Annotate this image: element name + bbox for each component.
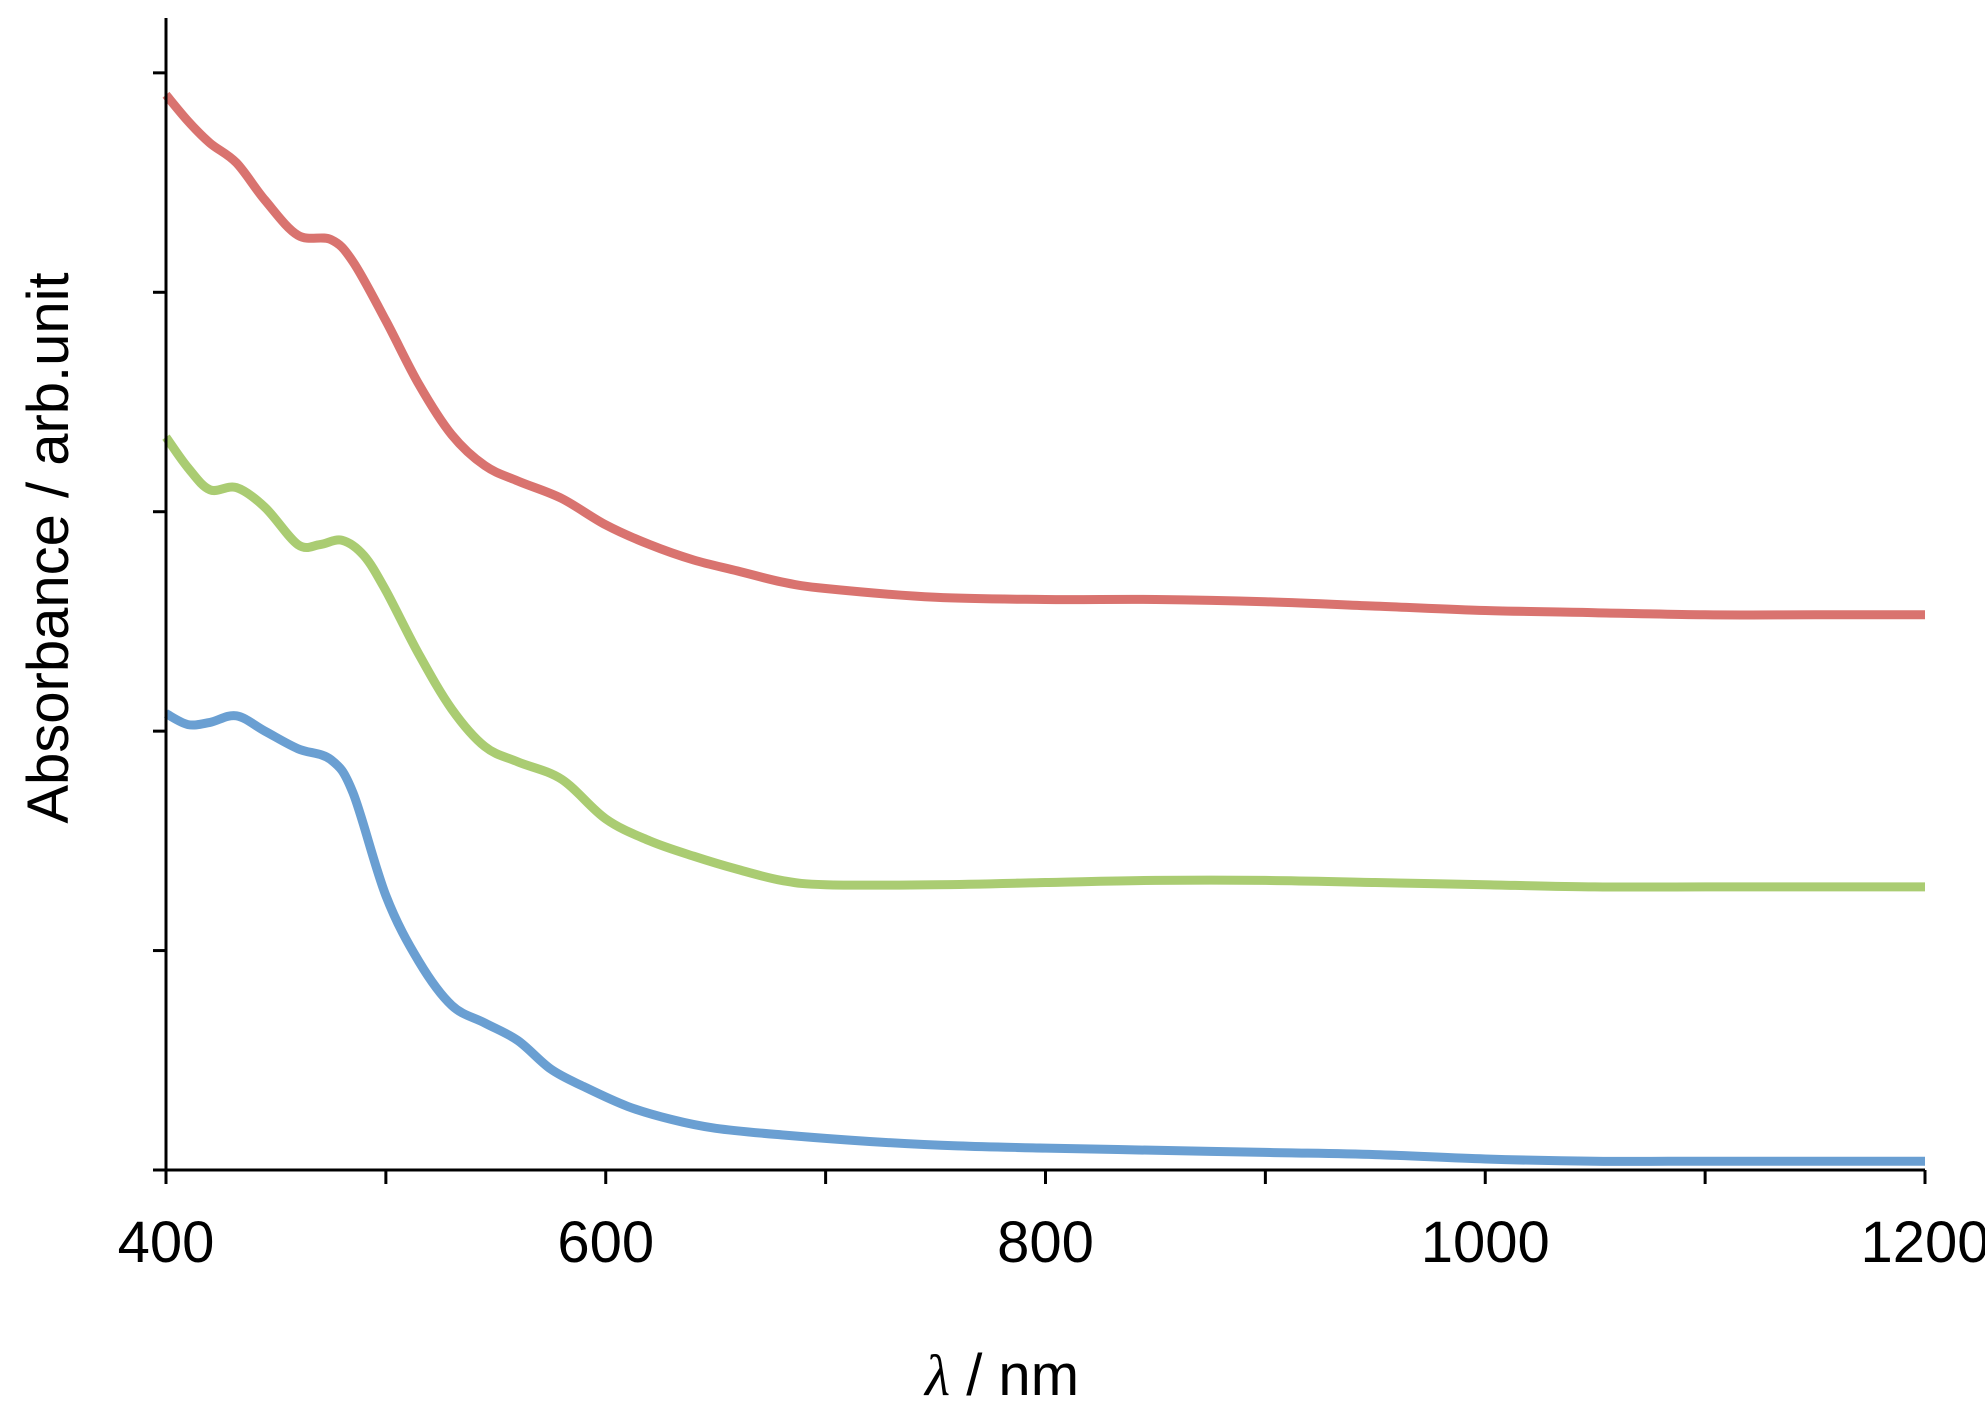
- axes: [153, 18, 1925, 1172]
- series-line-2: [162, 434, 1925, 892]
- series-line-3: [163, 709, 1925, 1166]
- x-tick-label: 600: [557, 1210, 654, 1275]
- x-tick-label: 800: [997, 1210, 1094, 1275]
- x-tick-labels: 400 600 800 1000 1200: [118, 1210, 1985, 1275]
- x-axis-symbol: λ: [923, 1343, 950, 1408]
- series-curves: [162, 91, 1925, 1166]
- x-axis-unit: / nm: [950, 1343, 1079, 1408]
- series-line-1: [162, 91, 1925, 620]
- y-axis-title: Absorbance / arb.unit: [16, 272, 81, 823]
- axis-ticks: [153, 71, 1927, 1184]
- x-axis-title: λ / nm: [923, 1343, 1079, 1408]
- x-tick-label: 1000: [1421, 1210, 1550, 1275]
- x-tick-label: 400: [118, 1210, 215, 1275]
- x-tick-label: 1200: [1860, 1210, 1985, 1275]
